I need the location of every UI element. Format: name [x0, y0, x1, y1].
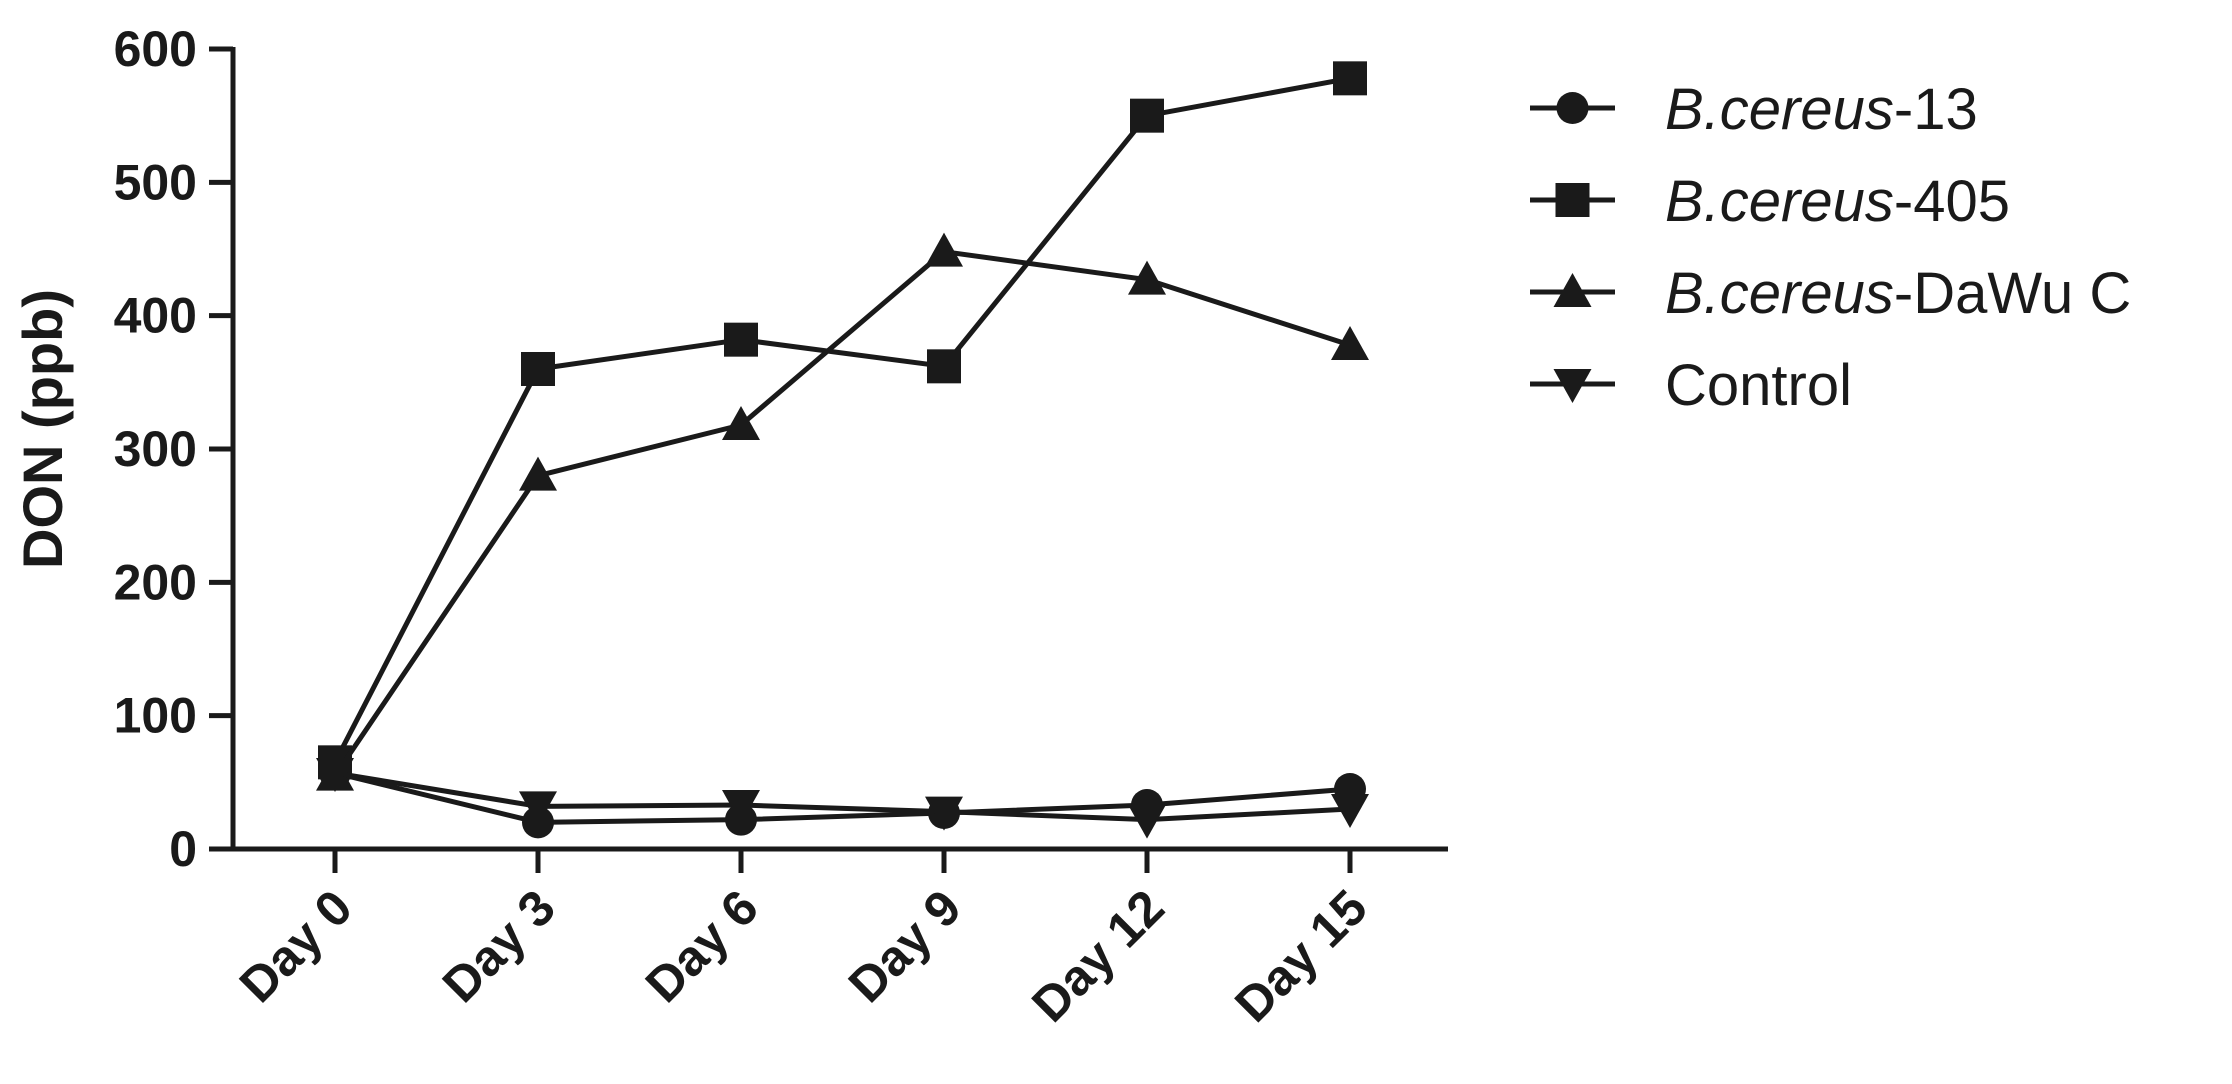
data-point-triangle-down: [1128, 804, 1166, 839]
legend-label: Control: [1665, 353, 1852, 418]
legend-label: B.cereus-DaWu C: [1665, 261, 2131, 326]
legend-item: B.cereus-DaWu C: [1530, 261, 2131, 326]
data-point-triangle-up: [1128, 260, 1166, 295]
legend-item: B.cereus-13: [1530, 77, 1978, 142]
y-tick-label: 600: [114, 21, 197, 77]
data-point-triangle-down: [519, 791, 557, 826]
data-point-triangle-down: [722, 790, 760, 824]
y-tick-label: 500: [114, 154, 197, 210]
series-3: [316, 232, 1369, 791]
legend-marker-circle: [1556, 92, 1589, 124]
data-point-triangle-down: [316, 758, 354, 792]
series-line: [334, 770, 1351, 823]
legend-marker-triangle-down: [1553, 369, 1592, 403]
y-axis-label: DON (ppb): [11, 289, 74, 569]
series-group: [316, 61, 1369, 839]
legend-marker-square: [1555, 183, 1590, 217]
data-point-triangle-down: [1331, 794, 1369, 828]
x-tick-label: Day 15: [1224, 879, 1378, 1033]
data-point-square: [1130, 98, 1164, 133]
axes: [230, 47, 1448, 852]
series-line: [334, 770, 1351, 825]
legend-label: B.cereus-13: [1665, 77, 1978, 142]
series-line: [332, 75, 1351, 764]
y-tick-label: 0: [169, 821, 197, 877]
data-point-square: [927, 349, 961, 384]
x-tick-label: Day 0: [229, 879, 363, 1013]
y-tick-label: 400: [114, 288, 197, 344]
series-2: [318, 61, 1367, 780]
data-point-square: [1333, 61, 1367, 96]
x-tick-label: Day 6: [635, 879, 769, 1013]
legend-item: Control: [1530, 353, 1852, 418]
legend-label: B.cereus-405: [1665, 169, 2010, 234]
series-line: [332, 249, 1351, 778]
legend: B.cereus-13 B.cereus-405 B.cereus-DaWu C Co…: [1530, 77, 2131, 418]
data-point-triangle-down: [925, 796, 963, 831]
data-point-triangle-up: [925, 232, 963, 267]
y-tick-label: 200: [114, 554, 197, 610]
series-4: [316, 758, 1369, 839]
data-point-square: [724, 322, 758, 357]
x-tick-label: Day 9: [838, 879, 972, 1013]
data-point-triangle-up: [722, 406, 760, 440]
x-tick-label: Day 12: [1021, 879, 1175, 1033]
data-point-triangle-up: [519, 456, 557, 491]
data-point-square: [521, 352, 555, 386]
legend-marker-triangle-up: [1553, 273, 1592, 307]
x-axis-ticks: Day 0 Day 3 Day 6 Day 9 Day 12 Day 15: [229, 849, 1378, 1033]
data-point-triangle-up: [1331, 326, 1369, 360]
y-tick-label: 100: [114, 688, 197, 744]
y-tick-label: 300: [114, 421, 197, 477]
legend-item: B.cereus-405: [1530, 169, 2010, 234]
y-axis-ticks: 0 100 200 300 400 500 600: [114, 21, 233, 877]
x-tick-label: Day 3: [432, 879, 566, 1013]
